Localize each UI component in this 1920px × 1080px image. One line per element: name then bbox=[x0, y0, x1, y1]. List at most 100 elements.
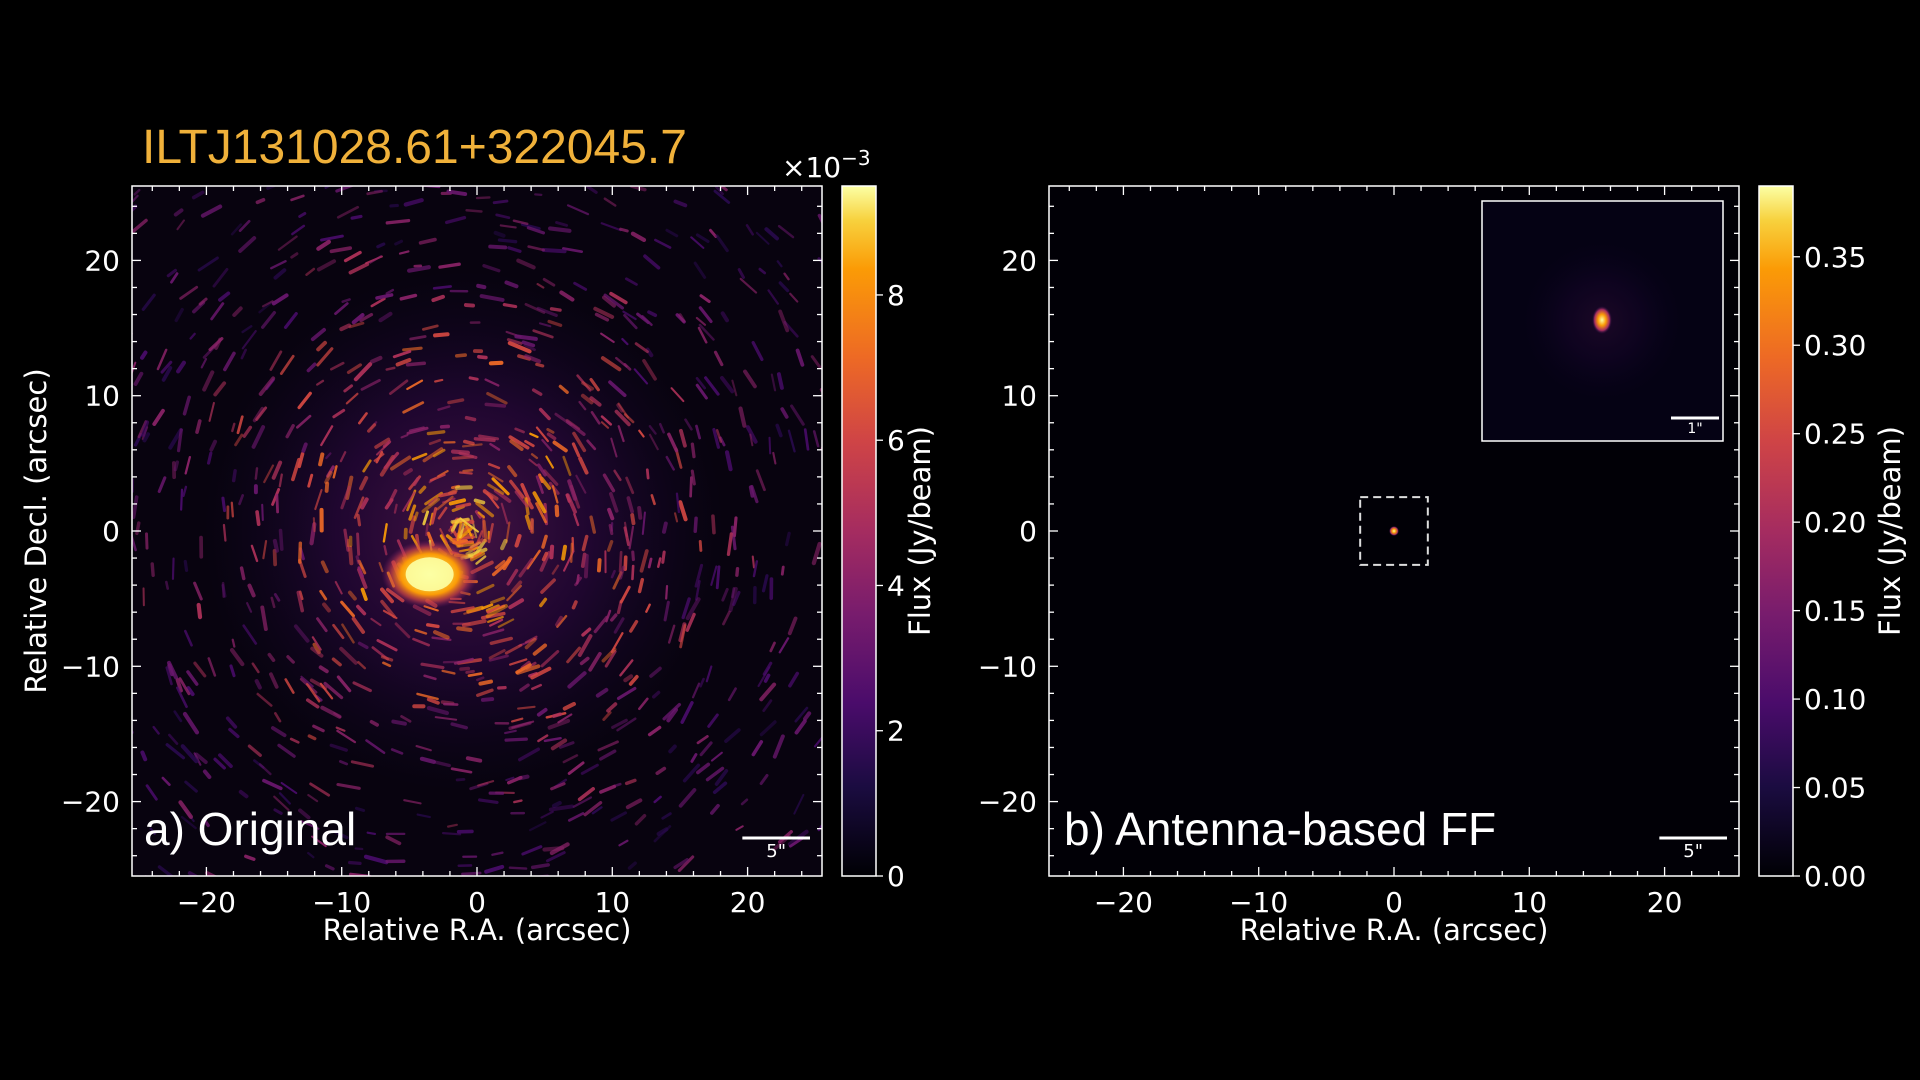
panel-a-artifact-streak bbox=[777, 224, 795, 239]
panel-a-artifact-streak bbox=[388, 379, 409, 395]
panel-a-artifact-streak bbox=[198, 297, 208, 306]
panel-a-artifact-streak bbox=[87, 342, 97, 354]
panel-b-colorbar-ticks: 0.00 0.05 0.10 0.15 0.20 0.25 0.30 0.35 bbox=[1793, 241, 1866, 893]
panel-a-artifact-streak bbox=[630, 513, 636, 526]
panel-a-artifact-streak bbox=[473, 538, 487, 557]
panel-a-artifact-streak bbox=[659, 422, 665, 434]
panel-a-artifact-streak bbox=[310, 327, 327, 342]
panel-a-artifact-streak bbox=[380, 599, 396, 619]
panel-a-artifact-streak bbox=[691, 682, 701, 699]
panel-b-colorbar-tick-label: 0.20 bbox=[1804, 506, 1866, 539]
panel-a-artifact-streak bbox=[332, 465, 338, 479]
panel-a-artifact-streak bbox=[487, 472, 504, 483]
panel-a-artifact-streak bbox=[520, 107, 531, 108]
panel-a-artifact-streak bbox=[832, 647, 840, 664]
panel-a-artifact-streak bbox=[711, 940, 730, 947]
panel-a-artifact-streak bbox=[357, 566, 364, 578]
panel-a-artifact-streak bbox=[400, 434, 409, 439]
panel-a-artifact-streak bbox=[166, 268, 177, 278]
panel-a-ytick-labels: −20 −10 0 10 20 bbox=[61, 244, 120, 818]
panel-a-artifact-streak bbox=[270, 726, 287, 738]
panel-b-colorbar-tick-label: 0.25 bbox=[1804, 418, 1866, 451]
panel-a-artifact-streak bbox=[519, 683, 530, 692]
panel-a-artifact-streak bbox=[562, 754, 579, 764]
panel-a-artifact-streak bbox=[289, 737, 300, 744]
panel-a-artifact-streak bbox=[713, 189, 731, 204]
panel-a-artifact-streak bbox=[600, 421, 610, 429]
panel-a-artifact-streak bbox=[573, 281, 588, 291]
panel-a-artifact-streak bbox=[369, 719, 379, 727]
panel-a-artifact-streak bbox=[776, 260, 783, 268]
panel-b-xtick-label: 10 bbox=[1511, 886, 1547, 919]
panel-a-artifact-streak bbox=[669, 148, 677, 150]
panel-a-artifact-streak bbox=[428, 438, 442, 446]
panel-a-artifact-streak bbox=[367, 423, 377, 433]
panel-a-artifact-streak bbox=[821, 448, 822, 454]
panel-a-artifact-streak bbox=[75, 285, 88, 299]
panel-a-artifact-streak bbox=[957, 375, 966, 391]
panel-a-artifact-streak bbox=[331, 657, 342, 667]
panel-a-artifact-streak bbox=[382, 440, 392, 448]
panel-a-artifact-streak bbox=[618, 550, 623, 573]
panel-a-artifact-streak bbox=[348, 262, 370, 275]
panel-a-artifact-streak bbox=[426, 697, 440, 705]
panel-a-artifact-streak bbox=[316, 239, 331, 251]
panel-a-artifact-streak bbox=[393, 503, 398, 514]
panel-a-artifact-streak bbox=[583, 186, 598, 194]
panel-a-artifact-streak bbox=[537, 734, 549, 743]
panel-a-artifact-streak bbox=[476, 688, 494, 697]
panel-a-artifact-streak bbox=[564, 86, 577, 89]
panel-a-artifact-streak bbox=[630, 231, 647, 243]
panel-a-artifact-streak bbox=[599, 749, 617, 761]
panel-a-artifact-streak bbox=[366, 189, 383, 196]
panel-a-artifact-streak bbox=[434, 899, 446, 901]
panel-a-artifact-streak bbox=[698, 323, 715, 341]
panel-a-artifact-streak bbox=[75, 194, 86, 209]
panel-a-artifact-streak bbox=[712, 427, 721, 449]
panel-a-artifact-streak bbox=[176, 428, 183, 453]
panel-a-artifact-streak bbox=[468, 538, 485, 551]
panel-a-artifact-streak bbox=[373, 40, 389, 43]
panel-a-artifact-streak bbox=[504, 737, 528, 742]
panel-a-artifact-streak bbox=[561, 247, 584, 254]
panel-a-artifact-streak bbox=[403, 799, 422, 805]
panel-a-artifact-streak bbox=[339, 451, 347, 463]
panel-a-artifact-streak bbox=[486, 391, 508, 405]
panel-a-artifact-streak bbox=[334, 302, 349, 316]
panel-a-ytick-label: −20 bbox=[61, 786, 120, 819]
panel-a-artifact-streak bbox=[689, 476, 693, 498]
panel-a-artifact-streak bbox=[380, 655, 394, 662]
panel-a-artifact-streak bbox=[405, 361, 427, 367]
panel-a-artifact-streak bbox=[830, 499, 834, 513]
panel-a-artifact-streak bbox=[258, 376, 276, 396]
panel-a-artifact-streak bbox=[506, 584, 522, 602]
panel-a-artifact-streak bbox=[338, 760, 349, 766]
panel-a-artifact-streak bbox=[753, 116, 759, 122]
panel-a-artifact-streak bbox=[300, 902, 305, 906]
panel-a-artifact-streak bbox=[390, 748, 404, 755]
panel-a-artifact-streak bbox=[251, 425, 266, 449]
panel-a-artifact-streak bbox=[475, 555, 487, 565]
panel-a-artifact-streak bbox=[589, 396, 602, 407]
panel-a-artifact-streak bbox=[880, 243, 889, 256]
panel-a-artifact-streak bbox=[156, 348, 168, 371]
panel-a-artifact-streak bbox=[436, 495, 454, 511]
panel-a-artifact-streak bbox=[251, 662, 260, 674]
panel-a-artifact-streak bbox=[493, 230, 506, 238]
panel-a-artifact-streak bbox=[538, 473, 544, 484]
panel-a-artifact-streak bbox=[122, 144, 138, 154]
panel-a-artifact-streak bbox=[210, 302, 225, 321]
panel-a-artifact-streak bbox=[434, 716, 458, 721]
panel-a-artifact-streak bbox=[320, 560, 329, 574]
panel-a-artifact-streak bbox=[603, 197, 617, 207]
panel-a-artifact-streak bbox=[902, 656, 906, 669]
panel-a-artifact-streak bbox=[106, 315, 114, 325]
panel-a-artifact-streak bbox=[468, 376, 479, 381]
panel-a-artifact-streak bbox=[634, 813, 647, 826]
panel-a-artifact-streak bbox=[324, 481, 330, 493]
panel-a-artifact-streak bbox=[588, 651, 602, 672]
panel-a-artifact-streak bbox=[459, 517, 479, 533]
panel-a-artifact-streak bbox=[542, 277, 556, 287]
panel-a-artifact-streak bbox=[132, 314, 133, 316]
panel-a-artifact-streak bbox=[140, 350, 148, 360]
